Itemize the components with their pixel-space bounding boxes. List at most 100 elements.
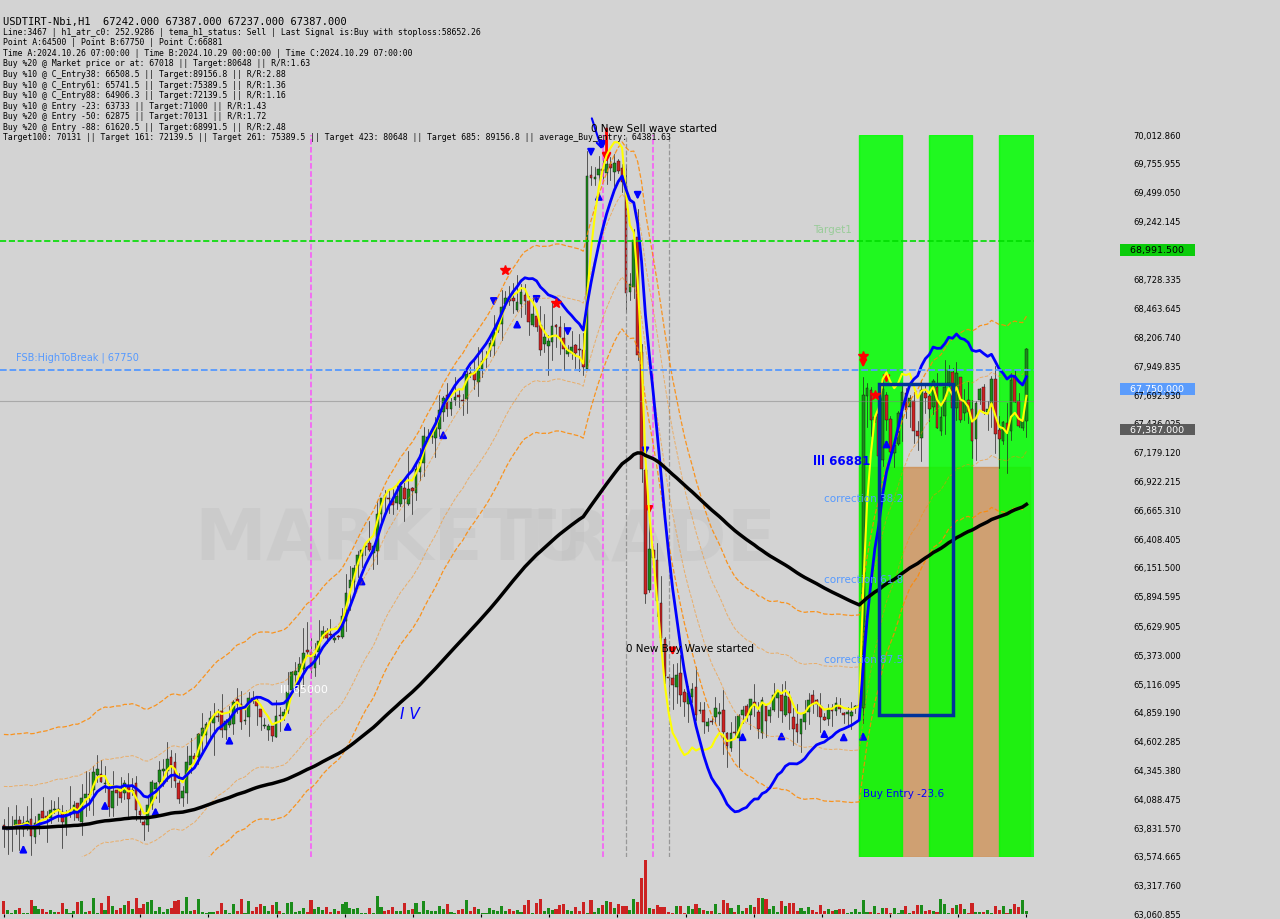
Bar bbox=[45, 913, 49, 914]
Bar bbox=[991, 380, 993, 408]
Bar bbox=[283, 712, 285, 717]
Bar bbox=[364, 547, 367, 548]
Bar bbox=[480, 913, 484, 914]
Bar bbox=[360, 550, 364, 557]
Bar bbox=[858, 705, 860, 707]
Bar bbox=[186, 763, 188, 793]
Bar bbox=[997, 910, 1001, 914]
Text: 64,859.190: 64,859.190 bbox=[1133, 709, 1181, 718]
Text: USDTIRT-Nbi,H1  67242.000 67387.000 67237.000 67387.000: USDTIRT-Nbi,H1 67242.000 67387.000 67237… bbox=[3, 17, 347, 27]
Bar bbox=[884, 908, 888, 914]
Text: Buy %10 @ C_Entry61: 65741.5 || Target:75389.5 || R/R:1.36: Buy %10 @ C_Entry61: 65741.5 || Target:7… bbox=[3, 80, 285, 89]
Bar bbox=[998, 430, 1001, 439]
Text: 65,373.000: 65,373.000 bbox=[1133, 651, 1181, 660]
Bar bbox=[632, 241, 635, 288]
Text: TRADE: TRADE bbox=[506, 505, 776, 574]
Bar bbox=[371, 913, 375, 914]
Bar bbox=[270, 904, 274, 914]
Bar bbox=[531, 314, 534, 325]
Bar bbox=[37, 814, 40, 829]
Bar bbox=[993, 906, 997, 914]
Bar bbox=[628, 285, 631, 292]
Bar bbox=[119, 908, 122, 914]
Bar bbox=[753, 702, 755, 707]
Bar bbox=[356, 555, 360, 566]
Bar bbox=[247, 698, 250, 718]
Bar bbox=[527, 302, 530, 323]
Bar bbox=[827, 909, 829, 914]
Bar bbox=[703, 910, 705, 914]
Bar bbox=[655, 905, 659, 914]
Bar bbox=[84, 794, 87, 799]
Bar bbox=[344, 902, 348, 914]
Text: FSB:HighToBreak | 67750: FSB:HighToBreak | 67750 bbox=[15, 353, 138, 363]
Bar bbox=[197, 734, 200, 757]
Bar bbox=[722, 710, 724, 732]
Bar bbox=[262, 725, 266, 726]
Bar bbox=[474, 374, 476, 380]
Bar bbox=[189, 756, 192, 765]
Bar bbox=[703, 710, 705, 722]
Bar bbox=[165, 909, 169, 914]
Text: 63,574.665: 63,574.665 bbox=[1133, 853, 1181, 861]
Bar bbox=[111, 905, 114, 914]
Bar bbox=[963, 402, 965, 414]
Bar bbox=[675, 906, 678, 914]
Bar bbox=[780, 901, 783, 914]
Text: Buy %20 @ Entry -50: 62875 || Target:70131 || R/R:1.72: Buy %20 @ Entry -50: 62875 || Target:701… bbox=[3, 112, 266, 121]
Bar bbox=[468, 911, 472, 914]
Bar bbox=[123, 783, 125, 793]
Bar bbox=[590, 176, 593, 179]
Bar bbox=[858, 913, 861, 914]
Bar bbox=[963, 909, 966, 914]
Bar bbox=[275, 716, 278, 737]
Bar bbox=[182, 791, 184, 798]
Bar bbox=[663, 907, 667, 914]
Bar bbox=[367, 908, 371, 914]
Bar bbox=[81, 799, 83, 823]
Bar bbox=[707, 911, 709, 914]
Bar bbox=[457, 396, 460, 398]
Bar bbox=[562, 904, 566, 914]
Bar bbox=[959, 903, 963, 914]
Bar bbox=[262, 905, 266, 914]
Bar bbox=[92, 898, 95, 914]
Bar bbox=[438, 905, 440, 914]
Bar bbox=[783, 906, 787, 914]
Bar bbox=[415, 902, 417, 914]
Bar bbox=[445, 395, 448, 409]
Bar bbox=[438, 410, 440, 429]
Bar bbox=[108, 896, 110, 914]
Bar bbox=[835, 910, 837, 914]
Bar bbox=[134, 784, 137, 811]
Bar bbox=[573, 907, 577, 914]
Bar bbox=[865, 912, 869, 914]
Bar bbox=[477, 369, 480, 382]
Bar bbox=[974, 913, 978, 914]
Bar bbox=[18, 908, 20, 914]
Bar bbox=[1021, 421, 1024, 428]
Bar bbox=[392, 501, 394, 505]
Bar bbox=[1006, 424, 1009, 434]
Bar bbox=[415, 469, 417, 494]
Bar bbox=[278, 912, 282, 914]
Bar bbox=[707, 721, 709, 727]
Bar bbox=[209, 719, 211, 722]
Text: 63,060.855: 63,060.855 bbox=[1133, 910, 1181, 919]
Text: Buy Entry -23.6: Buy Entry -23.6 bbox=[863, 788, 945, 798]
Bar bbox=[776, 691, 780, 698]
Text: lll 65000: lll 65000 bbox=[280, 685, 328, 695]
Bar bbox=[259, 709, 262, 717]
Bar bbox=[682, 913, 686, 914]
Bar bbox=[497, 911, 499, 914]
Bar bbox=[294, 672, 297, 675]
Bar bbox=[426, 437, 429, 441]
Bar bbox=[684, 692, 686, 703]
Bar bbox=[399, 911, 402, 914]
Bar bbox=[291, 902, 293, 914]
Bar bbox=[49, 810, 52, 819]
Bar bbox=[648, 550, 650, 591]
Bar bbox=[201, 912, 204, 914]
Bar bbox=[995, 380, 997, 435]
Bar bbox=[823, 911, 826, 914]
